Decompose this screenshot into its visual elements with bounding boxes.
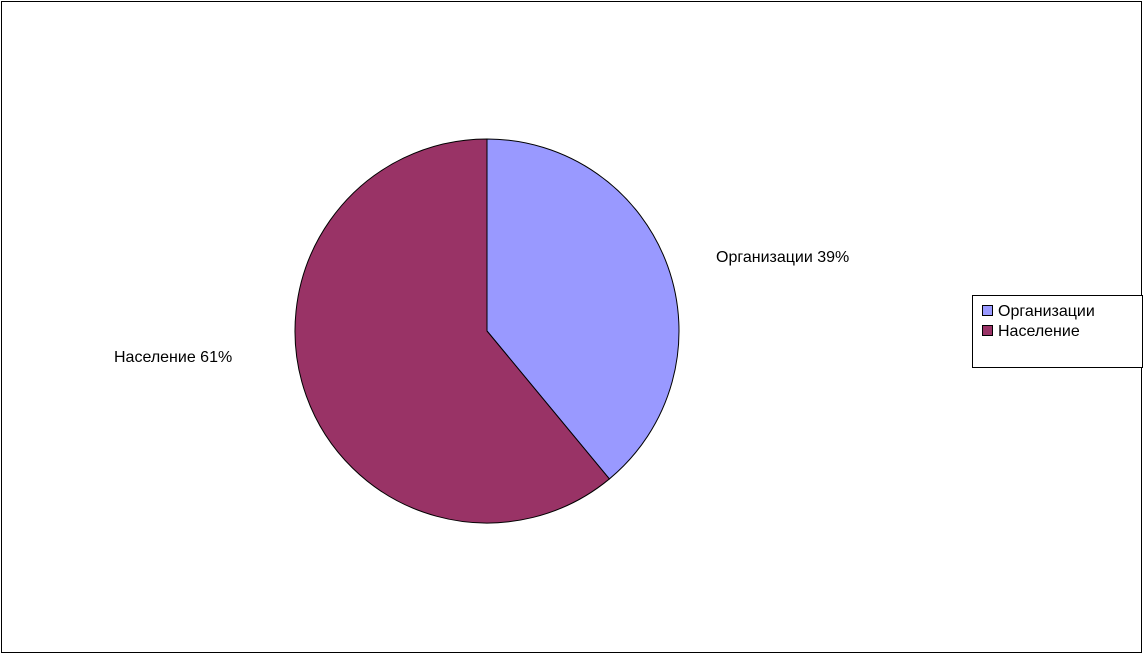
data-label-organizations: Организации 39% bbox=[716, 249, 850, 266]
legend-swatch-organizations bbox=[982, 305, 993, 316]
legend: Организации Население bbox=[972, 295, 1143, 368]
legend-label-organizations: Организации bbox=[998, 303, 1095, 320]
legend-item-population: Население bbox=[982, 323, 1080, 341]
pie-slice-population bbox=[294, 138, 611, 524]
data-label-population: Население 61% bbox=[114, 349, 233, 366]
legend-label-population: Население bbox=[998, 323, 1080, 340]
pie-slice-organizations bbox=[486, 138, 680, 480]
legend-swatch-population bbox=[982, 325, 993, 336]
legend-item-organizations: Организации bbox=[982, 303, 1095, 321]
